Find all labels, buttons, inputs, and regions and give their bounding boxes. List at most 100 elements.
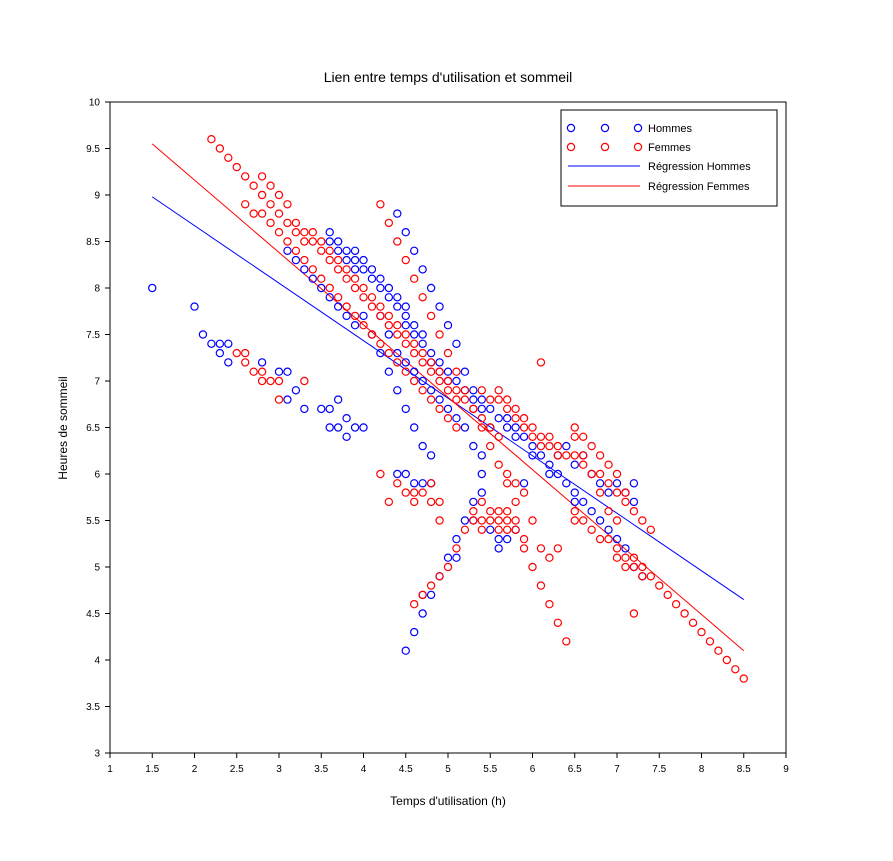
point-hommes xyxy=(502,534,512,544)
x-tick-label: 1 xyxy=(107,764,113,775)
point-hommes xyxy=(393,386,402,395)
point-femmes xyxy=(587,525,596,535)
point-hommes xyxy=(426,283,436,293)
point-hommes xyxy=(410,627,419,637)
point-femmes xyxy=(621,562,630,572)
point-femmes xyxy=(232,162,241,172)
point-femmes xyxy=(317,274,326,283)
point-hommes xyxy=(519,479,529,488)
point-femmes xyxy=(570,423,579,432)
point-femmes xyxy=(731,665,740,674)
point-femmes xyxy=(308,227,317,237)
point-femmes xyxy=(384,348,394,358)
point-femmes xyxy=(612,469,622,479)
point-hommes xyxy=(224,358,233,367)
point-femmes xyxy=(308,237,317,246)
point-femmes xyxy=(359,283,368,293)
point-femmes xyxy=(410,497,419,507)
point-femmes xyxy=(697,627,706,637)
point-femmes xyxy=(257,190,267,200)
point-femmes xyxy=(570,516,579,525)
point-hommes xyxy=(308,274,317,283)
point-femmes xyxy=(638,516,647,525)
point-hommes xyxy=(418,609,427,618)
point-hommes xyxy=(283,395,292,404)
point-femmes xyxy=(443,562,453,572)
point-femmes xyxy=(376,302,385,311)
point-hommes xyxy=(376,283,385,293)
legend-box xyxy=(560,109,778,207)
x-tick-label: 7 xyxy=(614,764,620,775)
point-hommes xyxy=(325,227,334,237)
point-hommes xyxy=(207,339,216,348)
point-femmes xyxy=(688,618,698,628)
point-hommes xyxy=(536,451,546,460)
point-femmes xyxy=(249,209,258,218)
point-hommes xyxy=(401,311,410,321)
x-tick-label: 4 xyxy=(361,764,367,775)
point-femmes xyxy=(283,237,292,246)
point-femmes xyxy=(612,516,622,525)
point-hommes xyxy=(595,479,605,488)
y-tick-label: 9 xyxy=(94,191,100,202)
point-femmes xyxy=(240,358,250,367)
point-femmes xyxy=(519,488,529,497)
point-femmes xyxy=(418,358,427,367)
point-femmes xyxy=(494,386,503,395)
point-femmes xyxy=(418,590,427,600)
point-femmes xyxy=(435,516,444,525)
point-femmes xyxy=(579,432,588,441)
point-femmes xyxy=(266,181,275,190)
point-hommes xyxy=(325,423,334,432)
point-femmes xyxy=(494,460,503,469)
point-femmes xyxy=(426,395,436,404)
point-femmes xyxy=(410,274,419,283)
point-hommes xyxy=(333,395,343,404)
point-hommes xyxy=(452,376,461,386)
point-femmes xyxy=(257,172,267,181)
point-femmes xyxy=(350,274,360,283)
point-femmes xyxy=(418,293,427,302)
point-hommes xyxy=(587,507,596,516)
point-femmes xyxy=(629,562,639,572)
point-femmes xyxy=(621,553,630,562)
point-femmes xyxy=(486,441,495,451)
point-femmes xyxy=(376,469,385,479)
point-femmes xyxy=(257,209,267,218)
point-hommes xyxy=(460,367,470,376)
point-femmes xyxy=(376,200,385,209)
point-femmes xyxy=(621,497,630,507)
point-femmes xyxy=(207,134,216,144)
point-hommes xyxy=(486,404,495,414)
point-femmes xyxy=(629,609,639,618)
point-hommes xyxy=(401,646,410,655)
point-femmes xyxy=(579,516,588,525)
x-tick-label: 2.5 xyxy=(230,764,244,775)
point-femmes xyxy=(274,395,284,404)
point-femmes xyxy=(570,507,579,516)
point-femmes xyxy=(350,283,360,293)
point-femmes xyxy=(435,376,444,386)
point-femmes xyxy=(671,600,681,609)
legend-label-femmes: Femmes xyxy=(648,142,691,154)
y-tick-label: 6.5 xyxy=(86,423,100,434)
point-femmes xyxy=(342,302,351,311)
point-femmes xyxy=(333,293,343,302)
point-femmes xyxy=(291,227,301,237)
point-femmes xyxy=(477,497,486,507)
point-femmes xyxy=(342,274,351,283)
point-femmes xyxy=(266,376,275,386)
point-hommes xyxy=(410,321,419,330)
point-femmes xyxy=(638,562,647,572)
point-femmes xyxy=(460,525,470,535)
point-femmes xyxy=(376,339,385,348)
chart-title: Lien entre temps d'utilisation et sommei… xyxy=(324,69,573,85)
point-hommes xyxy=(570,460,579,469)
point-hommes xyxy=(342,311,351,321)
point-hommes xyxy=(215,339,225,348)
y-tick-label: 7 xyxy=(94,377,100,388)
point-femmes xyxy=(545,441,554,451)
point-femmes xyxy=(536,441,546,451)
point-femmes xyxy=(266,218,275,228)
